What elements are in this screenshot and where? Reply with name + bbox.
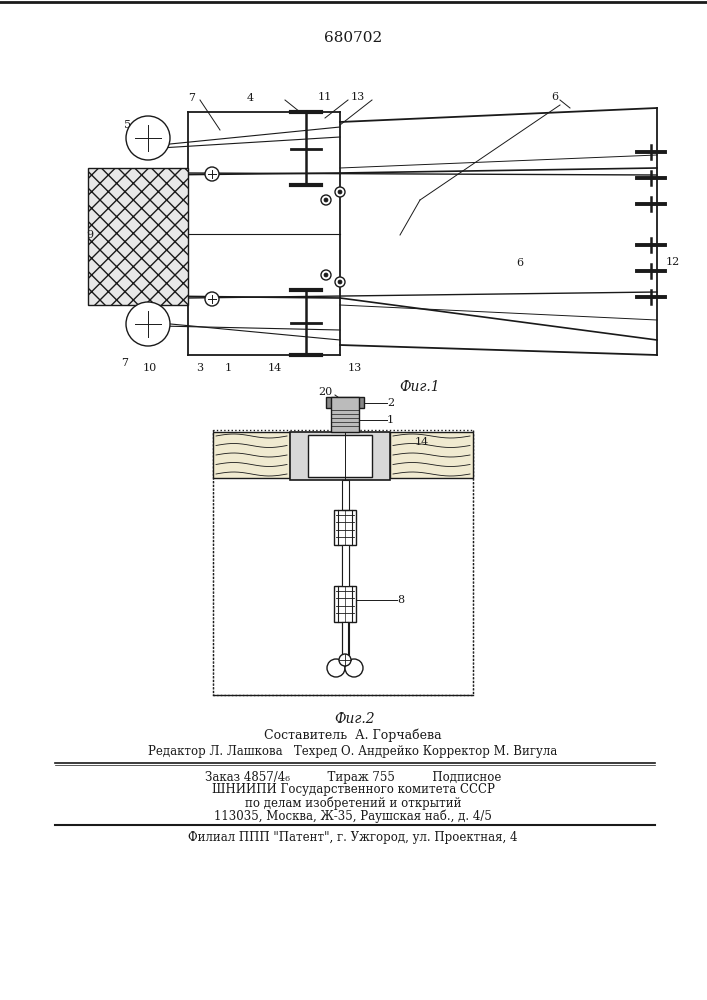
Bar (290, 432, 390, 480)
Bar (342, 480, 349, 510)
Text: 11: 11 (318, 92, 332, 102)
Text: 1: 1 (387, 415, 394, 425)
Circle shape (338, 280, 342, 284)
Circle shape (335, 187, 345, 197)
Circle shape (338, 190, 342, 194)
Bar (331, 397, 359, 432)
Text: Заказ 4857/4₆          Тираж 755          Подписное: Заказ 4857/4₆ Тираж 755 Подписное (205, 770, 501, 784)
Text: 14: 14 (415, 437, 429, 447)
Bar (342, 546, 349, 586)
Text: 9: 9 (86, 230, 93, 240)
Text: 1: 1 (224, 363, 232, 373)
Bar (342, 622, 349, 655)
Circle shape (335, 277, 345, 287)
Circle shape (339, 654, 351, 666)
Text: 20: 20 (318, 387, 332, 397)
Circle shape (321, 270, 331, 280)
Text: 3: 3 (197, 363, 204, 373)
Text: ШНИИПИ Государственного комитета СССР: ШНИИПИ Государственного комитета СССР (211, 784, 494, 796)
Text: Составитель  А. Горчабева: Составитель А. Горчабева (264, 728, 442, 742)
Bar (213, 432, 290, 478)
Bar (308, 435, 372, 477)
Circle shape (321, 195, 331, 205)
Circle shape (324, 273, 328, 277)
Bar (390, 432, 473, 478)
Circle shape (205, 167, 219, 181)
Text: 7: 7 (122, 358, 129, 368)
Text: 6: 6 (516, 258, 524, 268)
Bar (88, 168, 188, 305)
Text: 2: 2 (387, 398, 394, 408)
Circle shape (327, 659, 345, 677)
Text: Филиал ППП "Патент", г. Ужгород, ул. Проектная, 4: Филиал ППП "Патент", г. Ужгород, ул. Про… (188, 832, 518, 844)
Bar (334, 586, 356, 622)
Circle shape (205, 292, 219, 306)
Text: 7: 7 (189, 93, 196, 103)
Circle shape (324, 198, 328, 202)
Bar (334, 510, 356, 545)
Text: 8: 8 (397, 595, 404, 605)
Text: Фиг.2: Фиг.2 (334, 712, 375, 726)
Text: 5: 5 (124, 120, 132, 130)
Text: 10: 10 (143, 363, 157, 373)
Text: Фиг.1: Фиг.1 (399, 380, 440, 394)
Text: 6: 6 (551, 92, 559, 102)
Text: 12: 12 (666, 257, 680, 267)
Text: 14: 14 (268, 363, 282, 373)
Text: по делам изобретений и открытий: по делам изобретений и открытий (245, 796, 461, 810)
Text: 113035, Москва, Ж-35, Раушская наб., д. 4/5: 113035, Москва, Ж-35, Раушская наб., д. … (214, 809, 492, 823)
Text: 680702: 680702 (324, 31, 382, 45)
Text: 13: 13 (351, 92, 365, 102)
Bar (326, 397, 364, 408)
Text: 4: 4 (247, 93, 254, 103)
Text: 13: 13 (348, 363, 362, 373)
Bar (213, 430, 473, 695)
Circle shape (126, 302, 170, 346)
Bar (342, 545, 349, 586)
Circle shape (345, 659, 363, 677)
Circle shape (126, 116, 170, 160)
Text: Редактор Л. Лашкова   Техред О. Андрейко Корректор М. Вигула: Редактор Л. Лашкова Техред О. Андрейко К… (148, 746, 558, 758)
